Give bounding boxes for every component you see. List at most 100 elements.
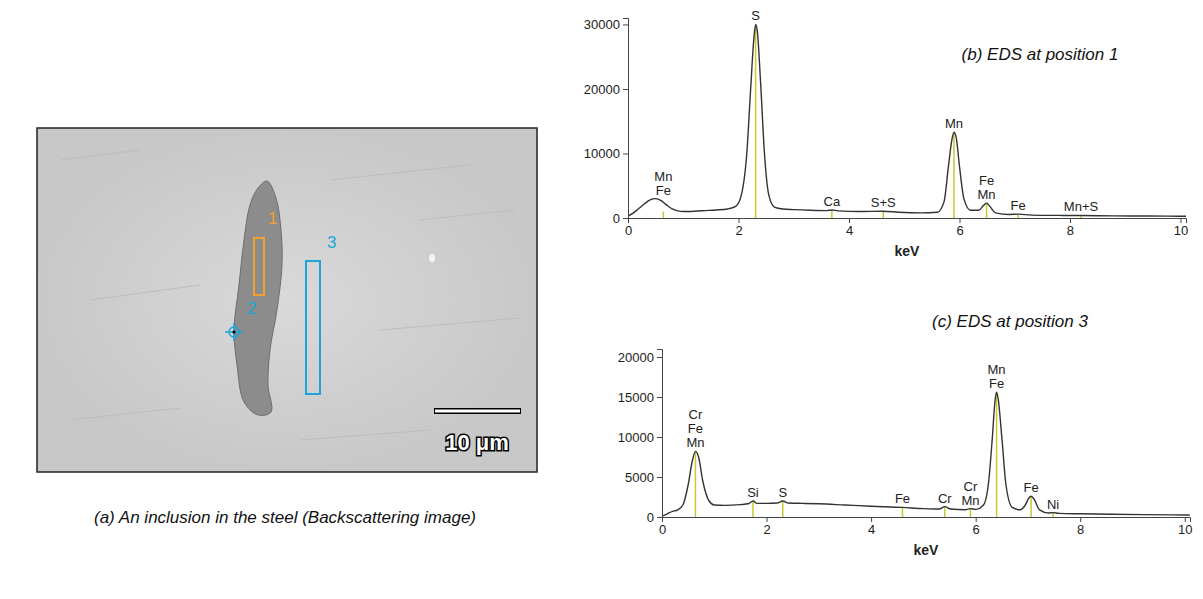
peak-label: S bbox=[778, 485, 787, 500]
x-axis: 0 2 4 6 8 10 bbox=[659, 517, 1193, 537]
y-tick: 0 bbox=[647, 510, 662, 525]
point-center bbox=[232, 330, 235, 333]
scale-bar-outline bbox=[434, 408, 521, 414]
peak-label: Fe bbox=[895, 491, 910, 506]
y-axis-line bbox=[623, 19, 629, 219]
x-axis-title: keV bbox=[895, 243, 921, 259]
x-tick: 8 bbox=[1077, 517, 1084, 537]
point-cross bbox=[233, 323, 235, 341]
peak-label: Fe bbox=[1023, 480, 1038, 495]
peak-label: Mn bbox=[686, 435, 704, 450]
x-tick: 0 bbox=[625, 218, 632, 238]
y-tick-mark bbox=[657, 477, 662, 478]
x-tick: 10 bbox=[1178, 517, 1192, 537]
line-marker bbox=[996, 392, 998, 517]
y-tick-mark bbox=[623, 24, 628, 25]
spectrum-line bbox=[662, 392, 1190, 516]
peak-label: Fe bbox=[656, 183, 671, 198]
peak-label: Cr bbox=[964, 479, 978, 494]
x-tick-label: 8 bbox=[1077, 522, 1084, 537]
micrograph-panel: 12310 μm bbox=[37, 128, 537, 472]
y-tick-mark bbox=[657, 397, 662, 398]
x-axis: 0 2 4 6 8 10 bbox=[625, 218, 1188, 238]
line-marker bbox=[953, 132, 955, 218]
x-tick: 2 bbox=[735, 218, 742, 238]
analysis-point-2 bbox=[225, 323, 243, 341]
x-tick-label: 0 bbox=[659, 522, 666, 537]
line-marker bbox=[944, 507, 946, 517]
line-marker bbox=[782, 501, 784, 517]
texture bbox=[70, 408, 180, 420]
x-tick: 4 bbox=[846, 218, 853, 238]
x-tick: 6 bbox=[956, 218, 963, 238]
line-marker bbox=[882, 212, 884, 218]
y-tick-mark bbox=[657, 517, 662, 518]
chart-title: (b) EDS at position 1 bbox=[962, 45, 1119, 64]
y-axis: 05000100001500020000 bbox=[618, 350, 663, 525]
y-tick-label: 30000 bbox=[584, 17, 620, 32]
x-axis-title: keV bbox=[914, 542, 940, 558]
scale-bar bbox=[435, 410, 520, 413]
plot-marks bbox=[628, 24, 1186, 218]
line-marker bbox=[695, 451, 697, 517]
texture bbox=[420, 210, 515, 220]
x-axis-line bbox=[629, 219, 1187, 224]
line-marker bbox=[986, 203, 988, 218]
line-marker bbox=[831, 210, 833, 218]
line-marker bbox=[755, 24, 757, 218]
y-tick: 10000 bbox=[618, 430, 662, 445]
x-tick: 10 bbox=[1174, 218, 1188, 238]
y-tick-mark bbox=[657, 437, 662, 438]
plot-marks bbox=[662, 392, 1190, 517]
y-tick: 5000 bbox=[625, 470, 662, 485]
x-tick: 8 bbox=[1067, 218, 1074, 238]
spectrum-line bbox=[628, 24, 1186, 216]
texture bbox=[60, 150, 140, 160]
y-axis: 0 10000 20000 30000 bbox=[584, 17, 629, 226]
peak-label: Fe bbox=[688, 421, 703, 436]
peak-labels: CrFeMnSiSFeCrCrMnMnFeFeNi bbox=[686, 362, 1059, 511]
peak-label: Cr bbox=[938, 491, 952, 506]
peak-label: Si bbox=[747, 485, 759, 500]
x-tick-label: 6 bbox=[973, 522, 980, 537]
y-tick: 10000 bbox=[584, 146, 628, 161]
x-tick-label: 4 bbox=[868, 522, 875, 537]
y-axis-line bbox=[657, 350, 663, 518]
y-tick-mark bbox=[623, 153, 628, 154]
peak-label: Mn bbox=[978, 187, 996, 202]
peak-labels: MnFeSCaS+SMnFeMnFeMn+S bbox=[654, 8, 1098, 214]
x-tick-label: 4 bbox=[846, 223, 853, 238]
chart-title: (c) EDS at position 3 bbox=[932, 312, 1088, 331]
y-tick-label: 0 bbox=[613, 211, 620, 226]
line-marker bbox=[970, 509, 972, 517]
marker-label: 3 bbox=[327, 233, 336, 252]
micrograph-background bbox=[37, 128, 537, 472]
point-cross bbox=[225, 331, 243, 333]
texture bbox=[300, 430, 430, 440]
x-tick-label: 2 bbox=[763, 522, 770, 537]
y-tick-label: 20000 bbox=[618, 350, 654, 365]
y-tick: 20000 bbox=[618, 350, 662, 365]
line-marker bbox=[663, 212, 665, 218]
analysis-area-3 bbox=[306, 261, 320, 394]
panel-caption: (a) An inclusion in the steel (Backscatt… bbox=[94, 508, 476, 527]
peak-label: Cr bbox=[689, 407, 703, 422]
x-tick: 0 bbox=[659, 517, 666, 537]
peak-label: Fe bbox=[989, 376, 1004, 391]
y-tick-label: 10000 bbox=[584, 146, 620, 161]
peak-label: Fe bbox=[1010, 198, 1025, 213]
y-tick: 0 bbox=[613, 211, 628, 226]
marker-label: 1 bbox=[268, 209, 277, 228]
texture bbox=[380, 318, 520, 330]
peak-label: Ni bbox=[1047, 497, 1059, 512]
y-tick: 20000 bbox=[584, 82, 628, 97]
analysis-area-1 bbox=[254, 238, 264, 295]
y-tick-label: 10000 bbox=[618, 430, 654, 445]
line-marker bbox=[752, 501, 754, 517]
figure: 12310 μm(a) An inclusion in the steel (B… bbox=[0, 0, 1203, 599]
x-tick-label: 8 bbox=[1067, 223, 1074, 238]
y-tick-label: 20000 bbox=[584, 82, 620, 97]
peak-label: Mn+S bbox=[1064, 199, 1099, 214]
line-marker bbox=[1030, 496, 1032, 517]
peak-label: S bbox=[751, 8, 760, 23]
